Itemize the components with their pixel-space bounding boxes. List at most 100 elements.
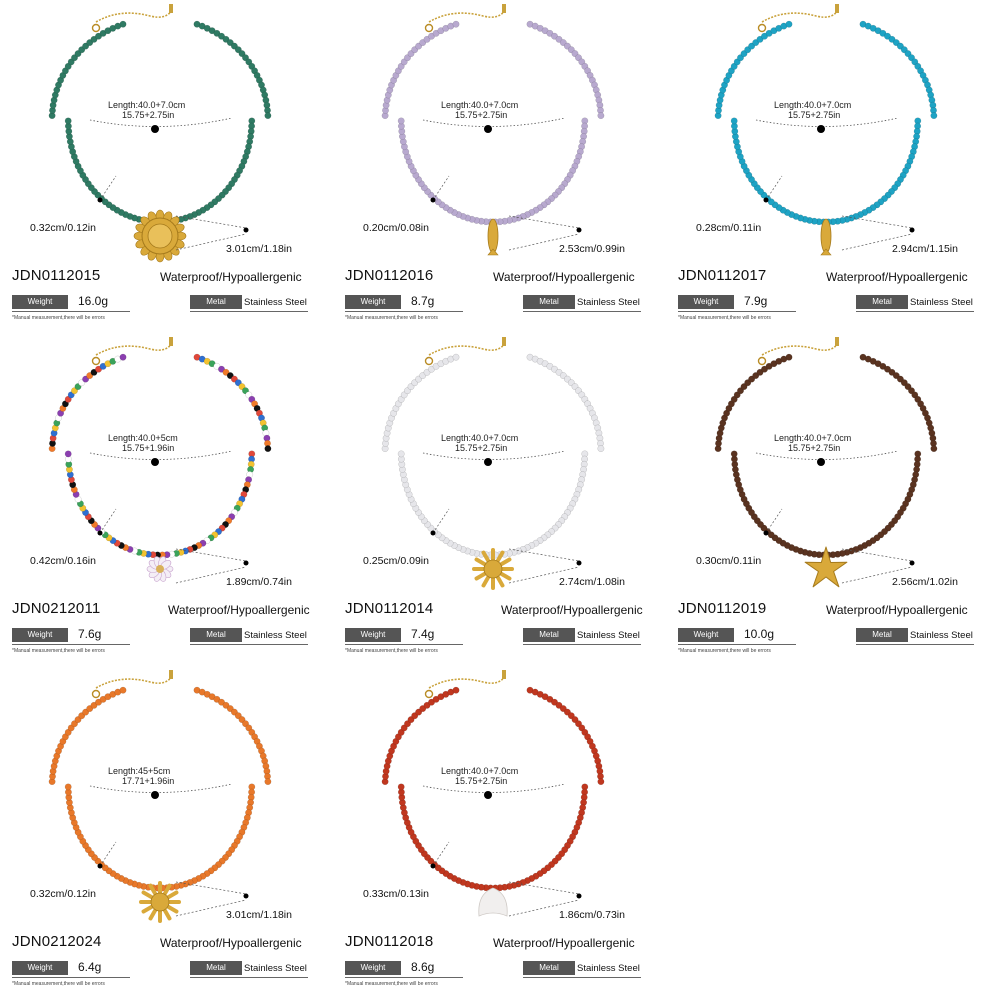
bead-size-dot: [97, 197, 103, 203]
bead: [761, 32, 768, 40]
product-code: JDN0212024: [12, 933, 102, 950]
weight-underline: [12, 644, 130, 645]
bead-size: 0.32cm/0.12in: [30, 888, 96, 900]
length-arc: [89, 450, 233, 460]
clasp-icon: [424, 23, 434, 33]
length-dot: [151, 125, 159, 133]
chain-tag-icon: [502, 337, 506, 346]
bead: [264, 112, 272, 120]
bead: [218, 32, 225, 40]
bead: [756, 35, 764, 43]
weight-label: Weight: [12, 628, 68, 642]
metal-value: Stainless Steel: [577, 630, 640, 641]
bead-size: 0.30cm/0.11in: [696, 555, 762, 567]
necklace-illustration: [381, 337, 605, 590]
bead: [597, 445, 605, 453]
length-cm: Length:45+5cm: [108, 766, 171, 776]
bead: [213, 29, 221, 37]
extension-chain: [428, 9, 506, 23]
metal-value: Stainless Steel: [244, 630, 307, 641]
measurement-note: *Manual measurement,there will be errors: [678, 315, 771, 321]
pendant-size: 2.94cm/1.15in: [892, 243, 958, 255]
pendant-size-dot: [243, 893, 249, 899]
weight-underline: [345, 311, 463, 312]
length-in: 15.75+2.75in: [455, 776, 508, 786]
metal-label: Metal: [856, 628, 908, 642]
length-arc: [422, 783, 566, 793]
fish-pendant-icon: [820, 218, 832, 256]
product-card: Length:40.0+5cm 15.75+1.96in 0.42cm/0.16in…: [0, 333, 333, 666]
length-cm: Length:40.0+7.0cm: [108, 100, 186, 110]
feature-label: Waterproof/Hypoallergenic: [160, 936, 302, 950]
extension-chain: [761, 9, 839, 23]
weight-value: 8.7g: [411, 294, 435, 308]
metal-underline: [856, 644, 974, 645]
bead: [785, 353, 793, 361]
weight-value: 6.4g: [78, 960, 102, 974]
length-cm: Length:40.0+7.0cm: [441, 766, 519, 776]
bead-size: 0.25cm/0.09in: [363, 555, 429, 567]
product-card: Length:40.0+7.0cm 15.75+2.75in 0.32cm/0.12…: [0, 0, 333, 333]
bead-strand: [381, 353, 605, 559]
necklace-illustration: [381, 670, 605, 917]
weight-label: Weight: [345, 295, 401, 309]
weight-value: 10.0g: [744, 627, 775, 641]
length-arc: [755, 117, 899, 127]
length-label: Length:40.0+7.0cm 15.75+2.75in: [774, 433, 851, 453]
metal-underline: [856, 311, 974, 312]
bead-strand: [714, 20, 938, 226]
extension-chain: [428, 342, 506, 356]
bead: [423, 368, 431, 376]
bead: [428, 698, 435, 706]
extension-chain: [428, 675, 506, 689]
bead: [64, 117, 72, 125]
clasp-icon: [91, 356, 101, 366]
bead: [930, 112, 938, 120]
bead-size-dot: [430, 197, 436, 203]
bead: [452, 353, 460, 361]
pendant-size-dot: [243, 560, 249, 566]
bead-strand: [381, 686, 605, 892]
metal-value: Stainless Steel: [244, 297, 307, 308]
metal-label: Metal: [523, 295, 575, 309]
chain-tag-icon: [835, 4, 839, 13]
chain-tag-icon: [502, 4, 506, 13]
bead: [756, 368, 764, 376]
flower-pendant-icon: [146, 556, 174, 582]
metal-underline: [523, 644, 641, 645]
pendant-size: 2.56cm/1.02in: [892, 576, 958, 588]
metal-underline: [190, 311, 308, 312]
clasp-icon: [757, 356, 767, 366]
pendant-size-dot: [576, 560, 582, 566]
pendant-size-dot: [909, 227, 915, 233]
bead: [95, 365, 102, 373]
bead: [452, 20, 460, 28]
metal-value: Stainless Steel: [577, 963, 640, 974]
metal-underline: [190, 644, 308, 645]
bead: [428, 365, 435, 373]
bead-strand: [381, 20, 605, 226]
length-label: Length:45+5cm 17.71+1.96in: [108, 766, 174, 786]
bead: [95, 32, 102, 40]
pendant-size: 1.89cm/0.74in: [226, 576, 292, 588]
bead-size-dot: [97, 863, 103, 869]
length-label: Length:40.0+7.0cm 15.75+2.75in: [774, 100, 851, 120]
measurement-note: *Manual measurement,there will be errors: [345, 981, 438, 987]
bead: [884, 32, 891, 40]
weight-underline: [678, 311, 796, 312]
metal-value: Stainless Steel: [244, 963, 307, 974]
length-cm: Length:40.0+7.0cm: [441, 433, 519, 443]
length-label: Length:40.0+7.0cm 15.75+2.75in: [441, 766, 518, 786]
clasp-icon: [91, 689, 101, 699]
weight-label: Weight: [12, 961, 68, 975]
bead: [90, 35, 98, 43]
extension-chain: [761, 342, 839, 356]
bead-size: 0.42cm/0.16in: [30, 555, 96, 567]
length-cm: Length:40.0+7.0cm: [774, 100, 852, 110]
clasp-icon: [757, 23, 767, 33]
weight-label: Weight: [678, 628, 734, 642]
weight-label: Weight: [345, 961, 401, 975]
length-label: Length:40.0+7.0cm 15.75+2.75in: [441, 100, 518, 120]
bead: [423, 701, 431, 709]
metal-underline: [523, 977, 641, 978]
